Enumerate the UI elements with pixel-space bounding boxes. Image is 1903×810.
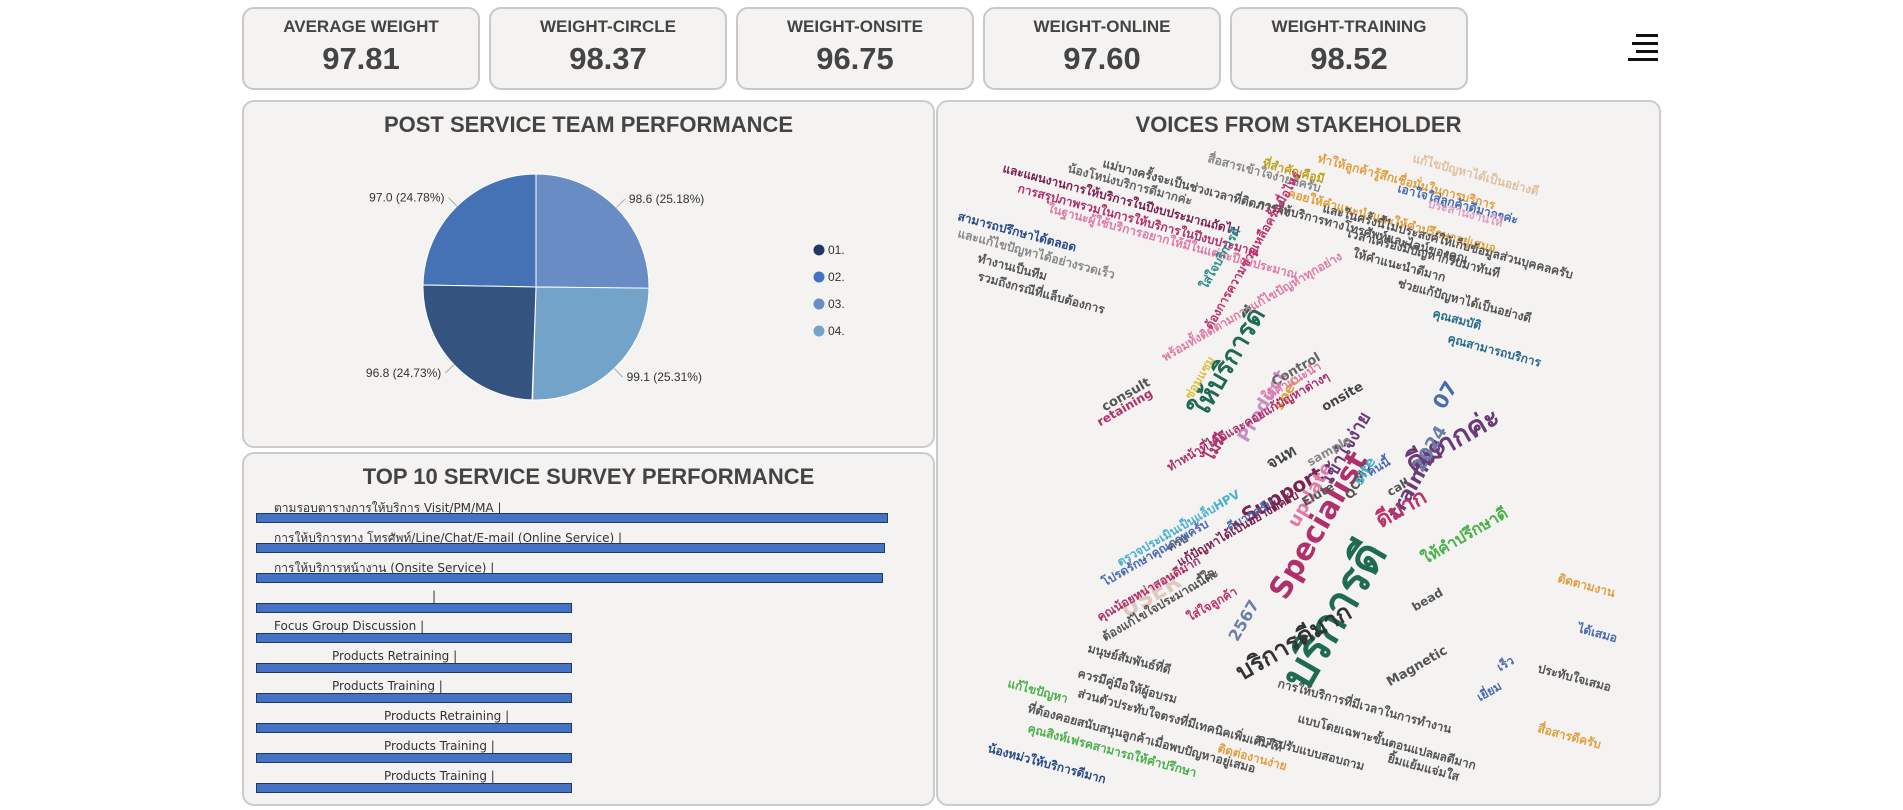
kpi-value: 98.52: [1310, 41, 1388, 76]
bar-category-label: Products Training |: [332, 679, 443, 693]
bar-chart: ตามรอบตารางการให้บริการ Visit/PM/MA | การ…: [244, 454, 933, 804]
pie-leader-line: [448, 197, 458, 207]
pie-data-label: 96.8 (24.73%): [366, 366, 441, 380]
wordcloud-word: เร็ว: [1494, 653, 1517, 675]
wordcloud-word: 2567: [1224, 596, 1264, 645]
legend-marker[interactable]: [813, 271, 825, 283]
pie-leader-line: [616, 198, 626, 208]
pie-leader-line: [613, 368, 623, 378]
bar-chart-panel: TOP 10 SERVICE SURVEY PERFORMANCE ตามรอบ…: [242, 452, 935, 806]
wordcloud: บริการดี Specialist ดีมากค่ะ ให้บริการดี บริ…: [938, 102, 1659, 804]
kpi-value: 97.81: [322, 41, 400, 76]
wordcloud-word: ได้เสมอ: [1576, 621, 1619, 646]
bar-category-label: Products Training |: [384, 769, 495, 783]
kpi-value: 96.75: [816, 41, 894, 76]
bar-9[interactable]: [256, 753, 572, 763]
wordcloud-word: สื่อสารดีครับ: [1536, 721, 1603, 752]
bar-10[interactable]: [256, 783, 572, 793]
pie-chart: 97.0 (24.78%) 98.6 (25.18%) 99.1 (25.31%) 9…: [366, 173, 845, 401]
bar-category-label: |: [432, 589, 437, 603]
legend-label[interactable]: 03.: [828, 297, 845, 311]
wordcloud-word: เยี่ยม: [1474, 678, 1505, 705]
pie-leader-line: [444, 364, 455, 374]
legend-marker[interactable]: [813, 244, 825, 256]
pie-slice-3[interactable]: [532, 286, 650, 401]
pie-chart-title: POST SERVICE TEAM PERFORMANCE: [383, 112, 794, 137]
legend-label[interactable]: 01.: [828, 243, 845, 257]
wordcloud-word: bead: [1409, 585, 1446, 615]
wordcloud-panel: VOICES FROM STAKEHOLDER บริการดี Speciali…: [936, 100, 1661, 806]
kpi-label: WEIGHT-ONSITE: [787, 17, 923, 36]
legend-label[interactable]: 04.: [828, 324, 845, 338]
kpi-label: AVERAGE WEIGHT: [283, 17, 439, 36]
bar-category-label: การให้บริการทาง โทรศัพท์/Line/Chat/E-mai…: [274, 531, 622, 545]
wordcloud-word: คุณสามารถบริการ: [1446, 331, 1543, 370]
pie-slice-2[interactable]: [535, 173, 650, 289]
bar-3[interactable]: [256, 573, 883, 583]
kpi-label: WEIGHT-CIRCLE: [540, 17, 676, 36]
bar-category-label: Products Training |: [384, 739, 495, 753]
kpi-card-weight-online: WEIGHT-ONLINE 97.60: [983, 7, 1221, 90]
wordcloud-word: ประทับใจเสมอ: [1536, 661, 1613, 695]
wordcloud-word: จนท: [1263, 440, 1300, 473]
pie-data-label: 98.6 (25.18%): [629, 192, 704, 206]
kpi-card-weight-onsite: WEIGHT-ONSITE 96.75: [736, 7, 974, 90]
kpi-value: 97.60: [1063, 41, 1141, 76]
kpi-label: WEIGHT-ONLINE: [1033, 17, 1171, 36]
legend-marker[interactable]: [813, 325, 825, 337]
bar-8[interactable]: [256, 723, 572, 733]
legend-marker[interactable]: [813, 298, 825, 310]
wordcloud-word: Magnetic: [1384, 643, 1451, 690]
bar-category-label: Products Retraining |: [332, 649, 458, 663]
bar-2[interactable]: [256, 543, 886, 553]
wordcloud-word: 07: [1427, 376, 1463, 413]
bar-1[interactable]: [256, 513, 888, 523]
wordcloud-word: แก้ไขปัญหา: [1006, 676, 1070, 706]
wordcloud-title: VOICES FROM STAKEHOLDER: [1135, 112, 1462, 137]
pie-data-label: 99.1 (25.31%): [627, 370, 702, 384]
bar-chart-title: TOP 10 SERVICE SURVEY PERFORMANCE: [362, 464, 815, 489]
bar-category-label: Focus Group Discussion |: [274, 619, 425, 633]
pie-chart-panel: POST SERVICE TEAM PERFORMANCE 97.0 (24.7…: [242, 100, 935, 448]
pie-slice-4[interactable]: [422, 284, 537, 401]
bar-6[interactable]: [256, 663, 572, 673]
kpi-label: WEIGHT-TRAINING: [1271, 17, 1427, 36]
bar-category-label: ตามรอบตารางการให้บริการ Visit/PM/MA |: [274, 501, 502, 515]
kpi-card-average-weight: AVERAGE WEIGHT 97.81: [242, 7, 480, 90]
wordcloud-word: ติดตามงาน: [1556, 571, 1617, 600]
pie-data-label: 97.0 (24.78%): [369, 191, 444, 205]
bar-4[interactable]: [256, 603, 572, 613]
bar-5[interactable]: [256, 633, 572, 643]
kpi-card-weight-training: WEIGHT-TRAINING 98.52: [1230, 7, 1468, 90]
legend-label[interactable]: 02.: [828, 270, 845, 284]
bar-7[interactable]: [256, 693, 572, 703]
bar-category-label: Products Retraining |: [384, 709, 510, 723]
hamburger-menu-icon[interactable]: [1628, 34, 1658, 62]
wordcloud-word: ให้คำปรึกษาดี: [1418, 503, 1511, 568]
kpi-value: 98.37: [569, 41, 647, 76]
kpi-card-weight-circle: WEIGHT-CIRCLE 98.37: [489, 7, 727, 90]
bar-category-label: การให้บริการหน้างาน (Onsite Service) |: [274, 561, 495, 575]
